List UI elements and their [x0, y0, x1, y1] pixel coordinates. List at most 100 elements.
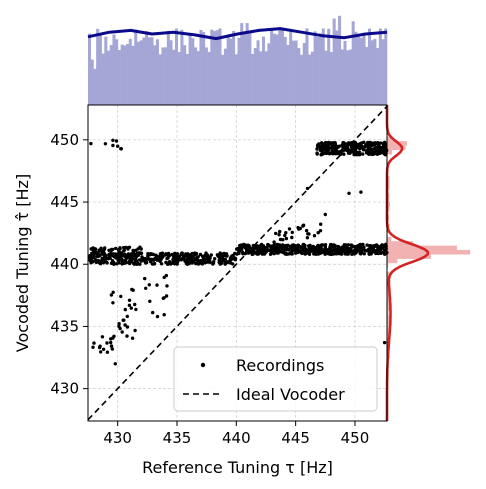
recording-point: [370, 149, 374, 153]
top-hist-bar: [177, 51, 181, 105]
recording-point: [164, 260, 168, 265]
recording-point: [165, 284, 169, 288]
top-hist-bar: [117, 50, 121, 105]
top-hist-bar: [300, 54, 304, 105]
top-hist-bar: [354, 31, 358, 105]
recording-point: [383, 148, 387, 152]
recording-point: [161, 254, 165, 259]
recording-point: [323, 212, 327, 217]
recording-point: [290, 230, 294, 235]
top-hist-bar: [210, 29, 214, 105]
recording-point: [280, 244, 284, 249]
top-hist-bar: [147, 37, 151, 105]
recording-point: [150, 252, 154, 256]
recording-point: [120, 330, 124, 334]
recording-point: [364, 249, 369, 253]
recording-point: [238, 245, 243, 250]
top-hist-bar: [136, 41, 140, 105]
top-hist-bar: [183, 45, 187, 105]
recording-point: [333, 248, 337, 252]
recording-point: [278, 229, 282, 234]
top-hist-bar: [324, 50, 328, 105]
recording-point: [362, 245, 366, 250]
top-hist-bar: [248, 31, 252, 105]
recording-point: [127, 298, 132, 302]
recording-point: [117, 322, 121, 326]
top-hist-bar: [139, 40, 143, 105]
recording-point: [334, 150, 338, 154]
recording-point: [342, 145, 346, 149]
top-hist-bar: [223, 48, 227, 105]
recording-point: [146, 254, 150, 258]
recording-point: [225, 254, 229, 258]
main-plot-area: 430 435 440 445 450 430 435 440 445 450: [50, 104, 389, 447]
recording-point: [305, 250, 309, 254]
recording-point: [107, 255, 111, 259]
recording-point: [319, 251, 323, 255]
right-hist-bar: [387, 319, 390, 325]
recording-point: [102, 256, 107, 261]
top-hist-bar: [381, 39, 385, 105]
top-hist-bar: [272, 33, 276, 106]
recording-point: [277, 233, 281, 237]
recording-point: [356, 144, 360, 148]
recording-point: [223, 259, 227, 264]
recording-point: [109, 340, 113, 345]
top-hist-bar: [185, 53, 189, 105]
recording-point: [319, 222, 323, 226]
recording-point: [133, 302, 137, 307]
recording-point: [359, 190, 363, 194]
recording-point: [332, 146, 336, 151]
recording-point: [321, 143, 326, 148]
x-tick-label: 430: [103, 429, 132, 447]
recording-point: [357, 249, 362, 253]
recording-point: [133, 259, 138, 263]
recording-point: [317, 142, 321, 146]
recording-point: [119, 294, 123, 299]
top-hist-bar: [166, 30, 170, 106]
recording-point: [91, 345, 95, 349]
top-hist-bar: [275, 34, 279, 105]
recording-point: [365, 144, 370, 148]
top-hist-bar: [123, 45, 127, 105]
top-kde-curve: [87, 27, 388, 41]
recording-point: [165, 252, 169, 256]
recording-point: [329, 250, 334, 254]
recording-point: [107, 248, 111, 252]
top-hist-bar: [343, 41, 347, 105]
recording-point: [130, 336, 135, 340]
top-hist-bar: [286, 45, 290, 105]
recording-point: [326, 140, 331, 145]
recording-point: [301, 242, 306, 247]
recording-point: [226, 260, 230, 264]
recording-point: [320, 243, 325, 247]
top-hist-bar: [280, 29, 285, 105]
recording-point: [266, 248, 270, 252]
recording-point: [127, 259, 131, 264]
recording-point: [333, 244, 337, 248]
recording-point: [311, 244, 315, 249]
recording-point: [382, 340, 387, 345]
recording-point: [237, 251, 241, 256]
recording-point: [330, 244, 334, 248]
recording-point: [242, 242, 246, 247]
recording-point: [221, 253, 226, 257]
recording-point: [312, 234, 317, 238]
recording-point: [241, 250, 245, 255]
recording-point: [109, 252, 113, 256]
recording-point: [199, 259, 204, 263]
recording-point: [122, 249, 126, 253]
recording-point: [326, 250, 331, 255]
recording-point: [360, 247, 364, 252]
recording-point: [144, 286, 148, 290]
recording-point: [172, 262, 177, 266]
top-hist-bar: [291, 40, 295, 105]
top-hist-bar: [297, 48, 301, 105]
top-hist-bar: [261, 36, 265, 105]
top-hist-bar: [346, 50, 350, 105]
recording-point: [354, 152, 358, 156]
recording-point: [152, 258, 156, 262]
recording-point: [211, 261, 215, 265]
top-hist-bar: [335, 30, 339, 106]
recording-point: [381, 245, 385, 249]
